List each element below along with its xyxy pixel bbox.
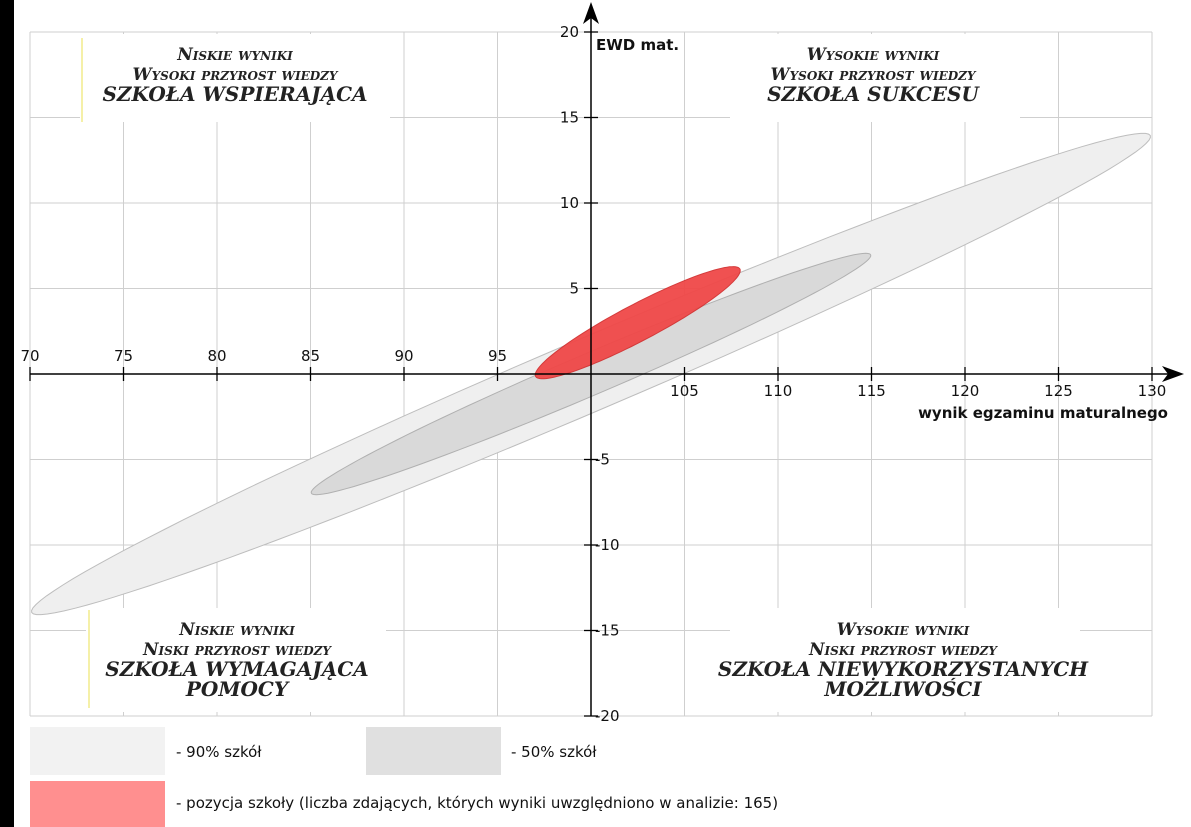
quadrant-top-right-line2: Wysoki przyrost wiedzy	[771, 65, 977, 85]
y-tick-label-5: 5	[569, 280, 579, 298]
x-tick-label-70: 70	[20, 347, 39, 365]
x-axis-arrow	[1162, 366, 1184, 382]
region-school-position	[534, 266, 741, 380]
x-tick-label-85: 85	[301, 347, 320, 365]
quadrant-bottom-left-category: SZKOŁA WYMAGAJĄCA	[105, 657, 368, 681]
quadrant-bottom-left-line1: Niskie wyniki	[178, 620, 295, 640]
y-tick-label--15: -15	[595, 622, 620, 640]
y-axis-label: EWD mat.	[596, 36, 679, 54]
quadrant-top-right: Wysokie wyniki Wysoki przyrost wiedzy SZ…	[730, 34, 1020, 122]
quadrant-bottom-right-category2: MOŻLIWOŚCI	[823, 676, 982, 701]
x-tick-label-110: 110	[764, 382, 793, 400]
y-tick-label-15: 15	[560, 109, 579, 127]
x-tick-label-130: 130	[1138, 382, 1167, 400]
y-tick-label--5: -5	[595, 451, 610, 469]
quadrant-top-left-line1: Niskie wyniki	[176, 45, 293, 65]
y-axis-arrow	[583, 2, 599, 24]
legend-label-50: - 50% szkół	[511, 743, 597, 761]
y-tick-labels: 20 15 10 5 -5 -10 -15 -20	[560, 23, 620, 725]
quadrant-bottom-right-line2: Niski przyrost wiedzy	[808, 640, 998, 660]
quadrant-top-left-line2: Wysoki przyrost wiedzy	[133, 65, 339, 85]
quadrant-bottom-right-line1: Wysokie wyniki	[837, 620, 970, 640]
quadrant-top-left-category: SZKOŁA WSPIERAJĄCA	[102, 82, 367, 106]
y-tick-label-20: 20	[560, 23, 579, 41]
x-tick-labels: 70 75 80 85 90 95 105 110 115 120 125 130	[20, 347, 1166, 400]
left-border-strip	[0, 0, 14, 827]
quadrant-bottom-left-category2: POMOCY	[185, 677, 290, 701]
x-tick-label-90: 90	[394, 347, 413, 365]
quadrant-bottom-left: Niskie wyniki Niski przyrost wiedzy SZKO…	[86, 608, 386, 712]
quadrant-top-right-line1: Wysokie wyniki	[807, 45, 940, 65]
quadrant-bottom-right: Wysokie wyniki Niski przyrost wiedzy SZK…	[718, 608, 1089, 712]
y-tick-label--10: -10	[595, 536, 620, 554]
quadrant-bottom-left-line2: Niski przyrost wiedzy	[142, 640, 332, 660]
x-tick-label-80: 80	[207, 347, 226, 365]
legend-swatch-school	[30, 781, 165, 827]
y-tick-label-10: 10	[560, 194, 579, 212]
legend-label-school: - pozycja szkoły (liczba zdających, któr…	[176, 794, 778, 812]
legend: - 90% szkół - 50% szkół - pozycja szkoły…	[30, 727, 778, 827]
quadrant-top-right-category: SZKOŁA SUKCESU	[767, 82, 980, 106]
legend-swatch-90	[30, 727, 165, 775]
x-axis-label: wynik egzaminu maturalnego	[918, 404, 1168, 422]
x-tick-label-75: 75	[114, 347, 133, 365]
x-tick-label-120: 120	[951, 382, 980, 400]
x-tick-label-105: 105	[670, 382, 699, 400]
legend-swatch-50	[366, 727, 501, 775]
x-tick-label-125: 125	[1044, 382, 1073, 400]
legend-label-90: - 90% szkół	[176, 743, 262, 761]
axes	[30, 2, 1184, 716]
quadrant-top-left: Niskie wyniki Wysoki przyrost wiedzy SZK…	[80, 34, 390, 122]
x-tick-label-115: 115	[857, 382, 886, 400]
quadrant-bottom-right-category: SZKOŁA NIEWYKORZYSTANYCH	[718, 657, 1089, 681]
y-tick-label--20: -20	[595, 707, 620, 725]
x-tick-label-95: 95	[488, 347, 507, 365]
